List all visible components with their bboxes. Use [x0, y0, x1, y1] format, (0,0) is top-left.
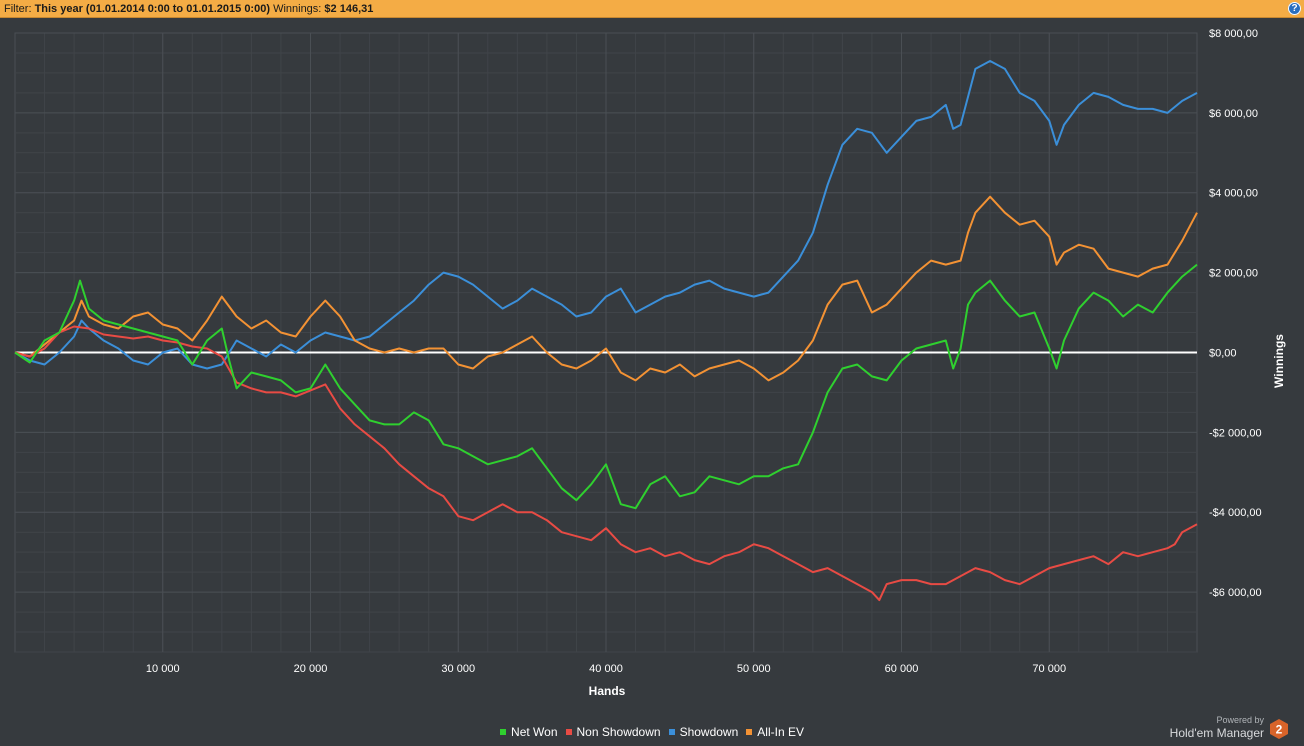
legend-swatch: [565, 728, 572, 735]
x-tick-label: 60 000: [885, 663, 919, 675]
x-tick-label: 30 000: [441, 663, 475, 675]
series-line-net-won: [14, 263, 1198, 510]
chart-grid: [14, 32, 1198, 653]
brand-block: Powered by Hold'em Manager 2: [1150, 714, 1290, 742]
y-axis-ticks: $8 000,00 $6 000,00 $4 000,00 $2 000,00 $0,0…: [1209, 28, 1262, 599]
logo-digit: 2: [1276, 723, 1283, 737]
y-tick-label: -$6 000,00: [1209, 587, 1262, 599]
x-tick-label: 40 000: [589, 663, 623, 675]
legend-swatch: [746, 728, 753, 735]
y-tick-label: $6 000,00: [1209, 108, 1258, 120]
legend-item-non-showdown[interactable]: Non Showdown: [565, 725, 661, 739]
brand-name: Hold'em Manager: [1169, 726, 1264, 740]
series-line-showdown: [14, 60, 1198, 370]
y-tick-label: $4 000,00: [1209, 188, 1258, 200]
series-line-non-showdown: [14, 325, 1198, 602]
filter-label: Filter:: [4, 3, 32, 15]
legend-label: Non Showdown: [576, 725, 661, 739]
legend-item-showdown[interactable]: Showdown: [668, 725, 739, 739]
x-axis-ticks: 10 000 20 000 30 000 40 000 50 000 60 000 70 0…: [146, 663, 1066, 675]
x-tick-label: 10 000: [146, 663, 180, 675]
x-tick-label: 50 000: [737, 663, 771, 675]
legend-item-all-in-ev[interactable]: All-In EV: [746, 725, 804, 739]
legend-label: Net Won: [511, 725, 558, 739]
y-tick-label: -$4 000,00: [1209, 507, 1262, 519]
question-circle-icon[interactable]: ?: [1288, 2, 1301, 15]
y-tick-label: -$2 000,00: [1209, 427, 1262, 439]
legend-swatch: [668, 728, 675, 735]
winnings-value: $2 146,31: [324, 3, 374, 15]
filter-bar: Filter: This year (01.01.2014 0:00 to 01…: [0, 0, 1304, 18]
x-axis-title: Hands: [589, 684, 626, 698]
y-tick-label: $8 000,00: [1209, 28, 1258, 40]
hem2-hexagon-logo-icon: 2: [1270, 719, 1288, 739]
powered-by-label: Powered by: [1216, 715, 1264, 725]
y-axis-title: Winnings: [1272, 334, 1286, 388]
winnings-label: Winnings:: [273, 3, 322, 15]
y-tick-label: $2 000,00: [1209, 268, 1258, 280]
legend-label: Showdown: [679, 725, 739, 739]
x-tick-label: 20 000: [294, 663, 328, 675]
legend-item-net-won[interactable]: Net Won: [500, 725, 558, 739]
filter-value[interactable]: This year (01.01.2014 0:00 to 01.01.2015…: [34, 3, 270, 15]
series-line-all-in-ev: [14, 195, 1198, 382]
legend-swatch: [500, 728, 507, 735]
series-group: [14, 60, 1198, 602]
chart-legend: Net Won Non Showdown Showdown All-In EV: [0, 725, 1304, 741]
x-tick-label: 70 000: [1032, 663, 1066, 675]
winnings-chart: $8 000,00 $6 000,00 $4 000,00 $2 000,00 $0,0…: [14, 28, 1286, 698]
y-tick-label: $0,00: [1209, 347, 1237, 359]
legend-label: All-In EV: [757, 725, 804, 739]
